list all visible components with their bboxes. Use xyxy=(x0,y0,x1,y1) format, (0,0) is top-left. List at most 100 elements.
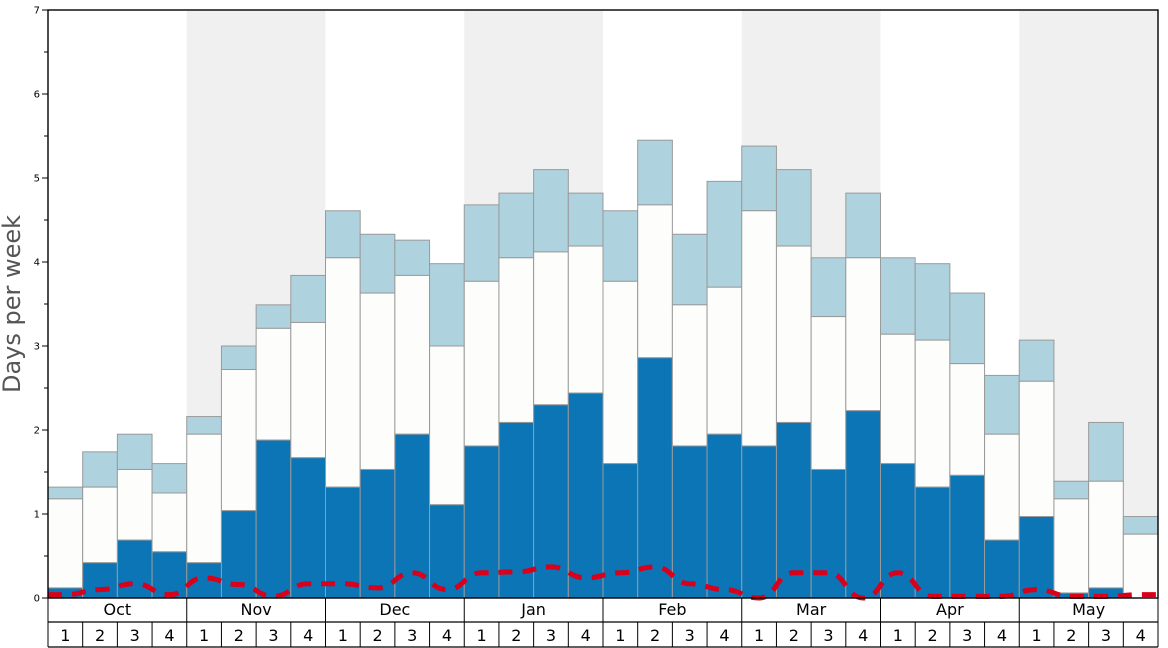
bar-top-segment xyxy=(706,180,743,288)
bar-middle-segment xyxy=(1018,380,1055,518)
week-label: 1 xyxy=(60,626,70,645)
bar-top-segment xyxy=(880,257,916,335)
week-label: 3 xyxy=(823,626,833,645)
bar-top-segment xyxy=(1088,421,1124,482)
week-label: 2 xyxy=(927,626,937,645)
bar-top-segment xyxy=(1018,339,1055,382)
week-label: 3 xyxy=(962,626,972,645)
y-tick-label: 2 xyxy=(34,426,40,437)
week-label: 1 xyxy=(338,626,348,645)
bar-top-segment xyxy=(567,192,604,247)
week-label: 1 xyxy=(893,626,903,645)
week-label: 4 xyxy=(719,626,729,645)
week-label: 3 xyxy=(546,626,556,645)
bar-bottom-segment xyxy=(706,433,743,599)
bar-top-segment xyxy=(186,416,222,435)
week-label: 2 xyxy=(234,626,244,645)
week-label: 4 xyxy=(581,626,591,645)
bar-top-segment xyxy=(602,210,639,282)
bar-bottom-segment xyxy=(359,468,396,599)
week-label: 3 xyxy=(685,626,695,645)
month-label: May xyxy=(1072,600,1105,619)
bar-top-segment xyxy=(498,192,535,259)
month-label: Nov xyxy=(241,600,272,619)
y-tick-label: 1 xyxy=(34,510,40,521)
bar-top-segment xyxy=(533,169,569,253)
bar-bottom-segment xyxy=(741,445,777,599)
bar-top-segment xyxy=(845,192,881,259)
week-label: 4 xyxy=(303,626,313,645)
bar-middle-segment xyxy=(116,468,153,541)
week-label: 3 xyxy=(130,626,140,645)
bar-top-segment xyxy=(325,210,361,259)
month-label: Feb xyxy=(658,600,686,619)
week-label: 2 xyxy=(1066,626,1076,645)
week-label: 3 xyxy=(268,626,278,645)
bar-middle-segment xyxy=(325,257,361,488)
bar-middle-segment xyxy=(1088,480,1124,589)
bar-bottom-segment xyxy=(151,551,188,599)
bar-top-segment xyxy=(741,145,777,212)
bar-middle-segment xyxy=(775,245,812,423)
week-label: 2 xyxy=(511,626,521,645)
month-label: Jan xyxy=(520,600,546,619)
bar-bottom-segment xyxy=(602,463,639,599)
y-tick-label: 6 xyxy=(34,90,40,101)
bar-top-segment xyxy=(671,233,708,306)
y-axis-label: Days per week xyxy=(0,215,26,393)
bar-middle-segment xyxy=(498,257,535,423)
bar-middle-segment xyxy=(1053,498,1090,594)
bar-top-segment xyxy=(1122,516,1159,535)
bar-bottom-segment xyxy=(775,421,812,599)
bar-bottom-segment xyxy=(116,539,153,599)
bar-middle-segment xyxy=(220,369,257,512)
bar-bottom-segment xyxy=(1018,516,1055,599)
week-label: 2 xyxy=(650,626,660,645)
bar-top-segment xyxy=(810,257,847,318)
bar-middle-segment xyxy=(567,245,604,394)
bar-middle-segment xyxy=(290,321,326,459)
bar-top-segment xyxy=(914,263,951,341)
bar-middle-segment xyxy=(949,363,986,476)
bar-middle-segment xyxy=(671,304,708,447)
bar-bottom-segment xyxy=(949,474,986,599)
bar-middle-segment xyxy=(1122,533,1159,599)
bar-middle-segment xyxy=(533,251,569,406)
bar-top-segment xyxy=(984,374,1020,435)
bar-bottom-segment xyxy=(845,410,881,599)
bar-bottom-segment xyxy=(637,357,673,599)
bar-top-segment xyxy=(429,263,465,347)
week-label: 4 xyxy=(858,626,868,645)
month-label: Apr xyxy=(936,600,964,619)
bar-bottom-segment xyxy=(671,445,708,599)
bar-top-segment xyxy=(394,239,431,276)
bar-middle-segment xyxy=(914,339,951,488)
bar-top-segment xyxy=(116,433,153,470)
bar-middle-segment xyxy=(845,257,881,412)
bar-bottom-segment xyxy=(984,539,1020,599)
week-label: 1 xyxy=(1032,626,1042,645)
week-label: 2 xyxy=(789,626,799,645)
bar-bottom-segment xyxy=(914,486,951,599)
month-label: Oct xyxy=(104,600,132,619)
week-label: 1 xyxy=(615,626,625,645)
bar-middle-segment xyxy=(82,486,118,564)
bar-middle-segment xyxy=(394,274,431,435)
bar-middle-segment xyxy=(47,498,84,589)
bar-top-segment xyxy=(463,204,500,282)
bar-bottom-segment xyxy=(880,463,916,599)
bar-top-segment xyxy=(151,463,188,494)
week-label: 1 xyxy=(477,626,487,645)
y-tick-label: 7 xyxy=(34,6,40,17)
month-label: Dec xyxy=(379,600,410,619)
bar-top-segment xyxy=(82,451,118,488)
week-label: 4 xyxy=(442,626,452,645)
bar-middle-segment xyxy=(151,492,188,553)
bar-middle-segment xyxy=(984,433,1020,541)
bar-top-segment xyxy=(255,304,292,329)
series-line-dashed xyxy=(48,564,1158,601)
week-label: 1 xyxy=(754,626,764,645)
bar-middle-segment xyxy=(429,345,465,506)
